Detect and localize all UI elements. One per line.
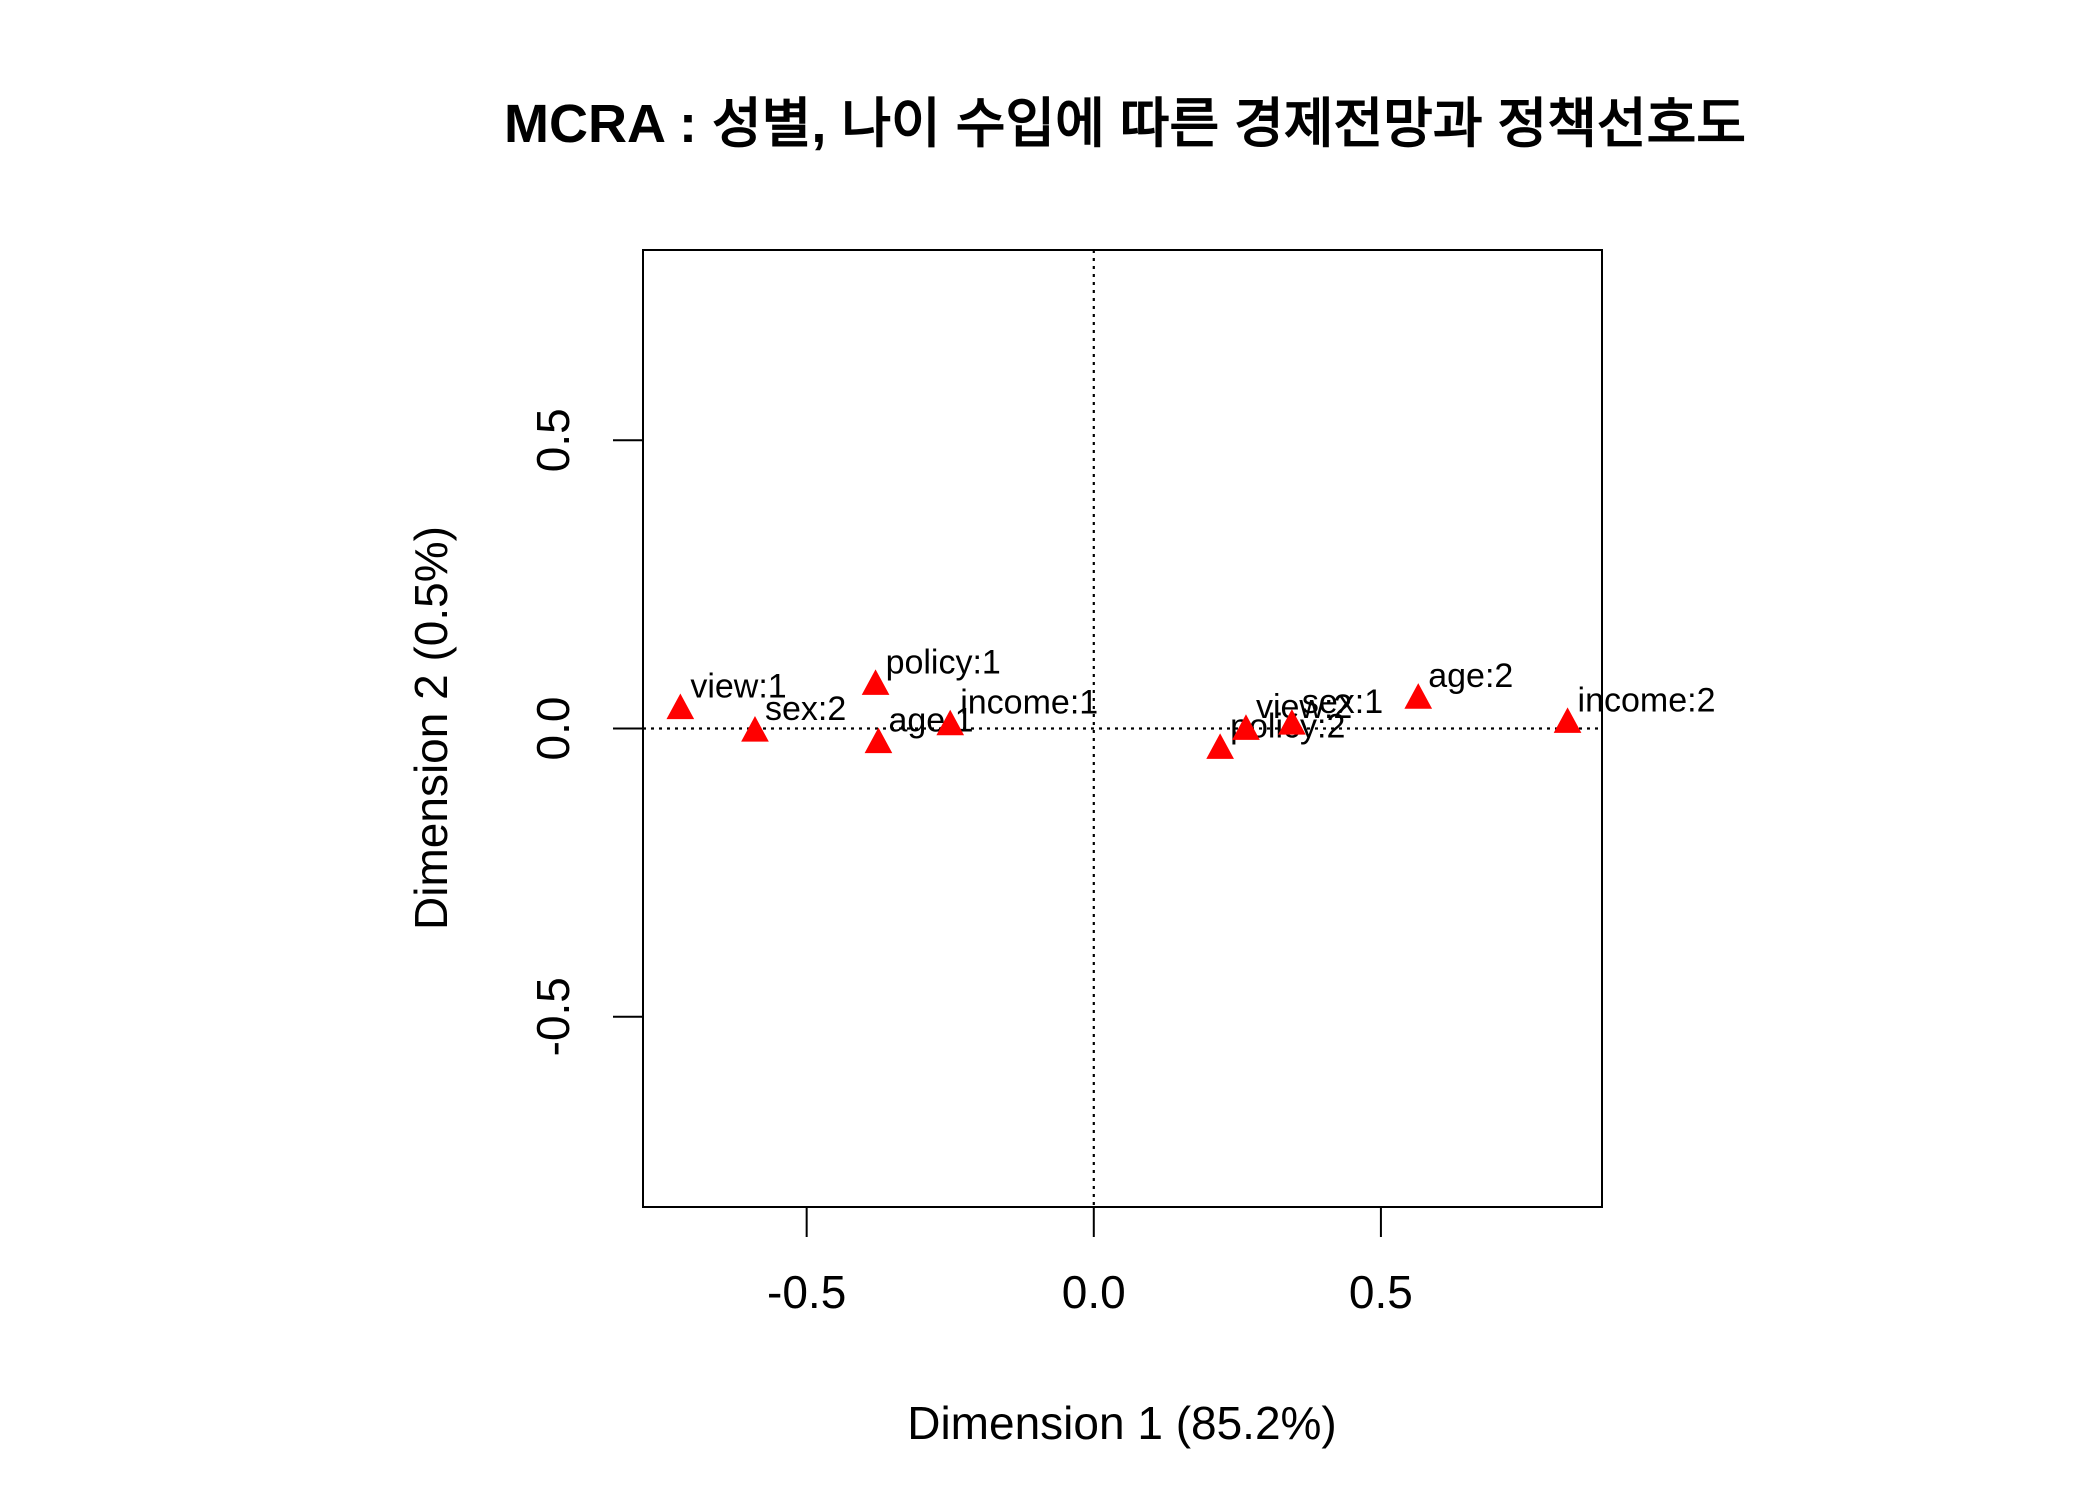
y-tick-label: -0.5	[527, 977, 579, 1056]
y-tick-label: 0.5	[527, 408, 579, 472]
chart-title: MCRA : 성별, 나이 수입에 따른 경제전망과 정책선호도	[504, 94, 1746, 154]
y-axis-label: Dimension 2 (0.5%)	[405, 526, 457, 930]
reference-lines	[643, 250, 1602, 1207]
y-tick-label: 0.0	[527, 697, 579, 761]
x-tick-label: 0.0	[1062, 1266, 1126, 1318]
y-axis: -0.5 0.0 0.5	[527, 408, 643, 1056]
plot-frame	[642, 249, 1603, 1208]
data-point-label: sex:2	[765, 690, 846, 728]
data-point-marker	[1278, 709, 1306, 735]
x-tick-label: -0.5	[767, 1266, 846, 1318]
x-axis-label: Dimension 1 (85.2%)	[907, 1397, 1337, 1449]
data-point-marker	[666, 693, 695, 720]
data-point-label: view:1	[690, 667, 786, 705]
data-point-label: age:2	[1428, 657, 1513, 695]
data-point-label: policy:1	[886, 643, 1001, 681]
data-point-marker	[864, 727, 893, 754]
data-point-marker	[1553, 707, 1582, 733]
data-point-label: income:1	[960, 684, 1098, 722]
points-layer: view:1sex:2policy:1age:1income:1policy:2…	[666, 643, 1716, 759]
data-point-marker	[1404, 683, 1433, 709]
data-point-marker	[936, 709, 965, 736]
data-point-label: view:2	[1256, 688, 1352, 726]
data-point-marker	[1232, 714, 1260, 740]
data-point-label: income:2	[1578, 681, 1716, 719]
x-axis: -0.5 0.0 0.5	[767, 1207, 1413, 1318]
data-point-marker	[861, 669, 890, 695]
data-point-label: sex:1	[1302, 683, 1383, 721]
x-tick-label: 0.5	[1349, 1266, 1413, 1318]
data-point-marker	[1206, 733, 1234, 759]
data-point-marker	[741, 716, 769, 742]
